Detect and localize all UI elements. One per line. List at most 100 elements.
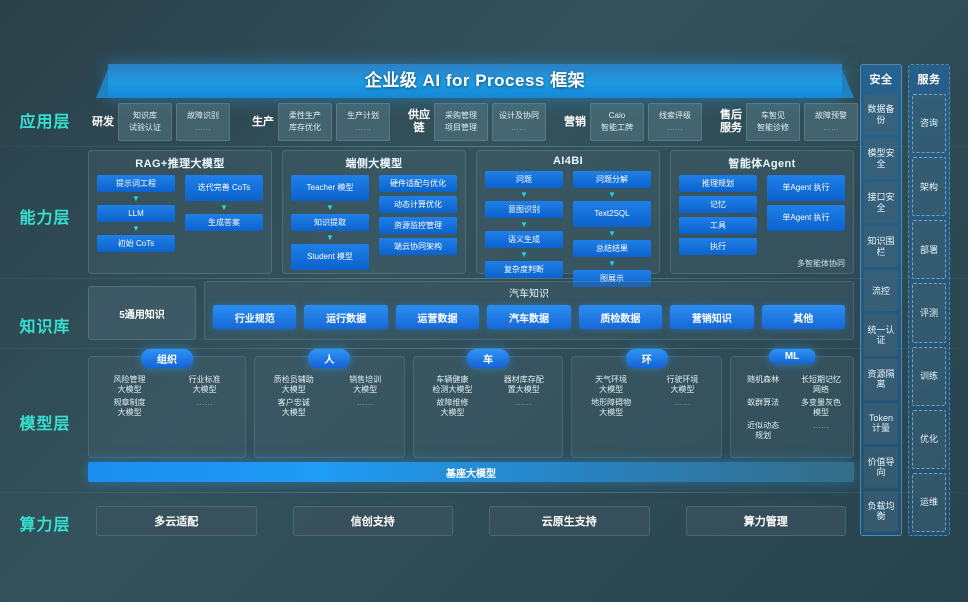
compute-item[interactable]: 云原生支持: [489, 506, 650, 536]
app-cell-line: 项目管理: [445, 123, 477, 132]
security-rail-item[interactable]: 价值导向: [864, 446, 898, 488]
app-cell[interactable]: 知识库 试验认证: [118, 103, 172, 141]
app-cell[interactable]: 车智见 智能诊修: [746, 103, 800, 141]
app-cell[interactable]: 线索评级 ……: [648, 103, 702, 141]
capability-node[interactable]: Student 模型: [291, 244, 369, 270]
knowledge-item[interactable]: 营销知识: [670, 305, 754, 329]
capability-node[interactable]: 记忆: [679, 196, 757, 213]
layer-label-compute: 算力层: [19, 517, 71, 534]
app-cell[interactable]: 故障识别 ……: [176, 103, 230, 141]
security-rail-item[interactable]: 模型安全: [864, 138, 898, 180]
model-item[interactable]: ……: [813, 420, 830, 430]
service-rail-item[interactable]: 优化: [912, 409, 946, 469]
security-rail-item[interactable]: 统一认证: [864, 314, 898, 356]
model-item[interactable]: 长短期记忆 网络: [801, 375, 842, 395]
service-rail-item[interactable]: 运维: [912, 472, 946, 532]
capability-node[interactable]: Text2SQL: [573, 201, 651, 227]
model-item[interactable]: 多变量灰色 模型: [801, 397, 842, 418]
app-cell[interactable]: 故障预警 ……: [804, 103, 858, 141]
capability-node[interactable]: 总结结果: [573, 240, 651, 257]
app-group-0: 研发 知识库 试验认证 故障识别……: [88, 102, 230, 142]
model-item[interactable]: 客户忠诚 大模型: [277, 397, 310, 418]
capability-node[interactable]: 生成答案: [185, 214, 263, 231]
knowledge-item[interactable]: 运行数据: [304, 305, 388, 329]
app-cell-line: 生产计划: [347, 111, 379, 120]
security-rail-item[interactable]: Token 计量: [864, 402, 898, 444]
capability-node[interactable]: 意图识别: [485, 201, 563, 218]
security-rail-item[interactable]: 流控: [864, 270, 898, 312]
security-rail-item[interactable]: 数据备份: [864, 94, 898, 136]
model-item[interactable]: 规章制度 大模型: [113, 397, 146, 418]
capability-node[interactable]: 图展示: [573, 270, 651, 287]
service-rail-item[interactable]: 咨询: [912, 94, 946, 154]
security-rail-item[interactable]: 资源隔离: [864, 358, 898, 400]
security-rail-item[interactable]: 知识围栏: [864, 226, 898, 268]
capability-node[interactable]: 资源监控管理: [379, 217, 457, 234]
security-rail-item[interactable]: 接口安全: [864, 182, 898, 224]
model-item[interactable]: 车辆健康 检测大模型: [432, 375, 473, 395]
app-cell[interactable]: 采购管理 项目管理: [434, 103, 488, 141]
capability-node[interactable]: 语义生成: [485, 231, 563, 248]
service-rail-item[interactable]: 部署: [912, 220, 946, 280]
knowledge-item[interactable]: 汽车数据: [487, 305, 571, 329]
service-rail-item[interactable]: 评测: [912, 283, 946, 343]
capability-node[interactable]: 硬件适配与优化: [379, 175, 457, 192]
capability-node[interactable]: 问题分解: [573, 171, 651, 188]
compute-item[interactable]: 信创支持: [292, 506, 453, 536]
compute-item[interactable]: 算力管理: [685, 506, 846, 536]
model-item[interactable]: 天气环境 大模型: [595, 375, 628, 395]
knowledge-item[interactable]: 运营数据: [395, 305, 480, 329]
capability-node[interactable]: 端云协同架构: [379, 238, 457, 255]
model-item[interactable]: 器材库存配 置大模型: [503, 375, 544, 395]
model-item[interactable]: 销售培训 大模型: [349, 375, 382, 395]
app-cell[interactable]: 生产计划 ……: [336, 103, 390, 141]
capability-node[interactable]: 工具: [679, 217, 757, 234]
model-item[interactable]: ……: [196, 397, 213, 407]
capability-left-column: Teacher 模型 ▼ 知识提取 ▼ Student 模型: [291, 175, 369, 270]
model-item[interactable]: ……: [515, 397, 532, 407]
capability-node[interactable]: Teacher 模型: [291, 175, 369, 201]
arrow-down-icon: ▼: [220, 203, 228, 212]
model-item[interactable]: 随机森林: [747, 375, 780, 384]
service-rail-item[interactable]: 架构: [912, 157, 946, 217]
capability-node[interactable]: 知识提取: [291, 214, 369, 231]
knowledge-item[interactable]: 行业规范: [213, 305, 297, 329]
knowledge-item[interactable]: 其他: [761, 305, 845, 329]
app-cell[interactable]: 设计及协同 ……: [492, 103, 546, 141]
model-item[interactable]: 地形障碍物 大模型: [591, 397, 632, 418]
compute-item[interactable]: 多云适配: [96, 506, 257, 536]
app-cell[interactable]: 柔性生产 库存优化: [278, 103, 332, 141]
capability-node[interactable]: 单Agent 执行: [767, 175, 845, 201]
model-card-tag: 人: [308, 349, 351, 368]
capability-node[interactable]: 提示词工程: [97, 175, 175, 192]
security-rail-items: 数据备份 模型安全 接口安全 知识围栏 流控 统一认证 资源隔离 Token 计量 价值导向 负载…: [864, 94, 898, 532]
capability-node[interactable]: 复杂度判断: [485, 261, 563, 278]
capability-node[interactable]: 问题: [485, 171, 563, 188]
capability-node[interactable]: 初始 CoTs: [97, 235, 175, 252]
capability-node[interactable]: 推理规划: [679, 175, 757, 192]
capability-node[interactable]: LLM: [97, 205, 175, 222]
capability-node[interactable]: 执行: [679, 238, 757, 255]
model-item[interactable]: 蚁群算法: [747, 397, 780, 407]
model-item[interactable]: 风险管理 大模型: [113, 375, 146, 395]
app-group-cells: 知识库 试验认证 故障识别 ……: [118, 103, 230, 141]
capability-columns: 推理规划 记忆 工具 执行 单Agent 执行 单Agent 执行: [679, 175, 845, 255]
model-item[interactable]: 行业标准 大模型: [188, 375, 221, 395]
divider-capability: [0, 278, 968, 279]
model-item[interactable]: ……: [357, 397, 374, 407]
service-rail-item[interactable]: 训练: [912, 346, 946, 406]
model-item[interactable]: 故障维修 大模型: [436, 397, 469, 418]
capability-node[interactable]: 动态计算优化: [379, 196, 457, 213]
model-item[interactable]: 质检员辅助 大模型: [273, 375, 314, 395]
model-items: 风险管理 大模型 行业标准 大模型规章制度 大模型 ……: [89, 373, 245, 421]
app-cell[interactable]: Caio 智能工牌: [590, 103, 644, 141]
capability-left-column: 提示词工程 ▼ LLM ▼ 初始 CoTs: [97, 175, 175, 252]
security-rail-item[interactable]: 负载均衡: [864, 490, 898, 532]
model-item[interactable]: 近似动态 规划: [747, 420, 780, 440]
knowledge-item[interactable]: 质检数据: [578, 305, 663, 329]
app-group-cells: 柔性生产 库存优化 生产计划 ……: [278, 103, 390, 141]
capability-node[interactable]: 迭代完善 CoTs: [185, 175, 263, 201]
capability-node[interactable]: 单Agent 执行: [767, 205, 845, 231]
model-item[interactable]: ……: [674, 397, 691, 407]
model-item[interactable]: 行驶环境 大模型: [666, 375, 699, 395]
